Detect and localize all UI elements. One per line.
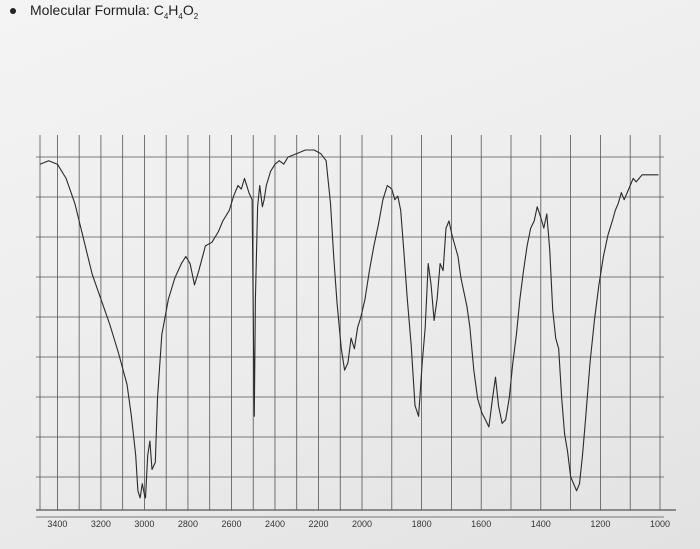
x-axis-tick-labels: 3400 3200 3000 2800 2600 2400 2200 2000 1800 1600… [47,519,670,529]
formula-label: Molecular Formula: [30,2,154,18]
x-tick-label: 1600 [471,519,491,529]
formula-part: 4 [163,11,169,21]
x-tick-label: 2600 [221,519,241,529]
formula-value: C4H4O2 [153,2,199,21]
formula-part: O [182,2,194,18]
x-tick-label: 3400 [47,519,67,529]
formula-part: 2 [193,11,199,21]
molecular-formula-heading: Molecular Formula: C4H4O2 [10,2,198,21]
formula-part: C [153,2,164,18]
x-tick-label: 1400 [531,519,551,529]
x-tick-label: 1000 [650,519,670,529]
x-tick-label: 2400 [265,519,285,529]
x-tick-label: 1200 [590,519,610,529]
bullet-icon [10,8,16,15]
formula-part: 4 [178,11,183,21]
spectrum-line [39,149,659,499]
x-tick-label: 2200 [308,519,328,529]
formula-part: H [168,2,179,18]
chart-grid [36,135,676,518]
x-tick-label: 1800 [412,519,432,529]
x-tick-label: 3200 [91,519,111,529]
x-tick-label: 2000 [352,519,372,529]
x-tick-label: 3000 [134,519,154,529]
x-tick-label: 2800 [178,519,198,529]
